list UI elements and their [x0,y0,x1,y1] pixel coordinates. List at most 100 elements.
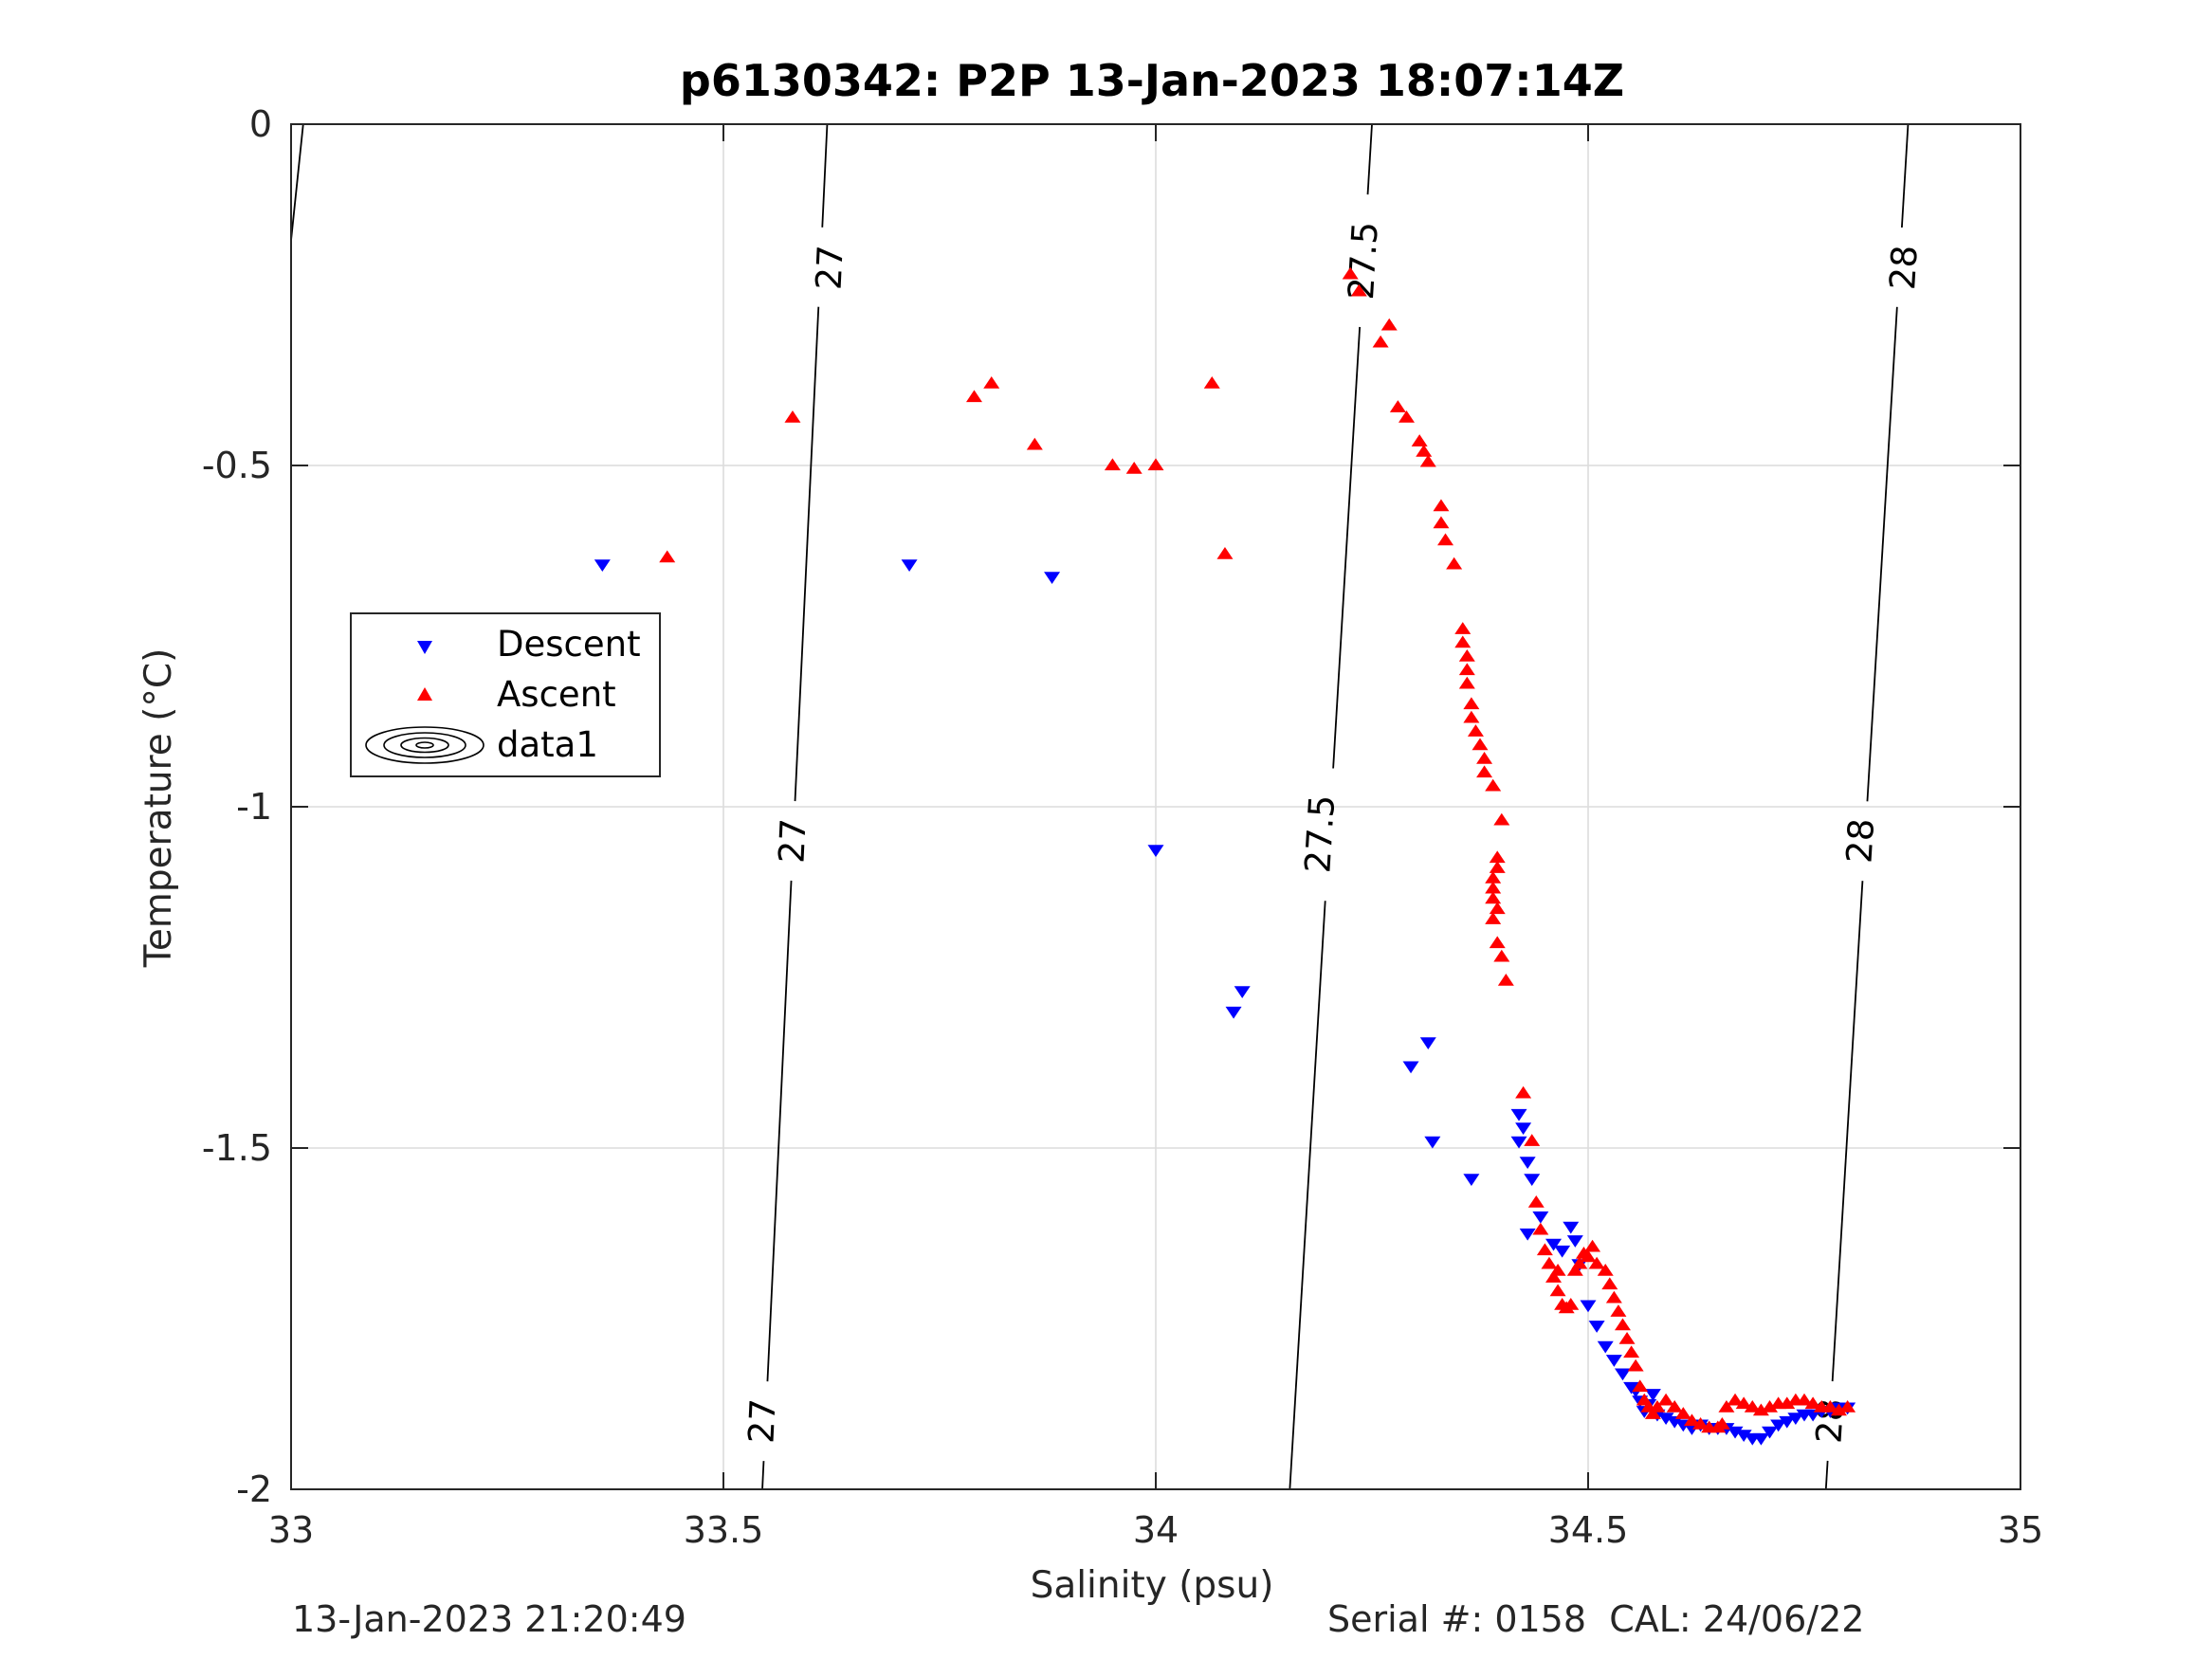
ascent-point [1372,335,1389,348]
ascent-point [1830,1403,1847,1416]
ascent-point [1493,812,1510,826]
ascent-point [1713,1416,1730,1430]
ascent-point [1536,1243,1553,1256]
ascent-point [1350,283,1367,297]
ascent-point [1454,635,1472,648]
descent-point [1735,1430,1752,1443]
isopycnal-line [1900,123,1910,228]
y-tick-label: -0.5 [202,445,272,486]
data-series [594,266,1856,1446]
ascent-point [1796,1393,1813,1406]
isopycnal-label: 27 [771,817,814,864]
legend-box [350,612,661,777]
isopycnal-label: 28 [1838,817,1882,865]
ascent-point [1541,1256,1558,1269]
legend-data1-label: data1 [497,724,598,765]
axis-ticks: 33 33.5 34 34.5 35 0 -0.5 -1 -1.5 -2 [202,103,2043,1551]
ascent-point [1779,1396,1796,1410]
ascent-point [1485,881,1502,894]
ascent-point [1458,663,1475,676]
isopycnal-line [1289,901,1326,1490]
descent-point [1510,1108,1527,1121]
ascent-point [1463,710,1480,723]
ascent-point [1419,454,1436,467]
ascent-point [1735,1396,1752,1410]
ascent-point [1744,1399,1761,1413]
ascent-point [1342,266,1359,280]
footer-serial-cal: Serial #: 0158 CAL: 24/06/22 [1327,1598,1865,1640]
descent-point [1545,1238,1563,1251]
ascent-point [1571,1256,1588,1269]
ascent-point [1821,1399,1838,1413]
isopycnal-line [766,880,793,1382]
legend-ascent-label: Ascent [497,674,616,715]
x-tick-label: 34.5 [1548,1509,1629,1551]
ascent-point [1203,375,1220,389]
ascent-point [1563,1297,1580,1310]
descent-point [1515,1122,1532,1136]
ascent-point [1627,1358,1644,1372]
ascent-point [1433,516,1450,529]
ascent-point [1610,1304,1627,1317]
ascent-point [1727,1393,1744,1406]
isopycnal-line [1866,306,1898,802]
descent-point [1510,1136,1527,1149]
legend: Descent Ascent data1 [350,612,661,777]
ascent-point [1588,1256,1605,1269]
ascent-point [965,390,982,403]
ascent-point [1467,724,1484,737]
ascent-point [1549,1284,1566,1297]
y-tick-label: -1 [236,786,272,828]
descent-point [1580,1300,1597,1313]
isopycnal-line [821,123,829,228]
ascent-point [1549,1263,1566,1276]
ascent-point [1644,1407,1661,1419]
ascent-point [1104,458,1121,471]
descent-point [901,559,918,573]
ascent-point [1683,1413,1700,1427]
ascent-point [1485,778,1502,792]
ascent-point [1575,1246,1592,1259]
descent-point [1605,1355,1622,1367]
ascent-point [1532,1222,1549,1235]
descent-point [1419,1037,1436,1050]
legend-descent-marker [417,641,432,654]
ascent-point [1497,973,1514,986]
ascent-point [1527,1194,1545,1208]
isopycnal-line [1831,881,1864,1382]
ascent-point [1489,861,1506,873]
ascent-point [1674,1407,1691,1419]
x-tick-label: 35 [1998,1509,2043,1551]
ascent-point [1692,1416,1709,1430]
ascent-point [1125,461,1143,474]
legend-ascent-marker [417,687,432,701]
ascent-point [1216,546,1234,559]
ascent-point [1545,1270,1563,1283]
descent-point [1554,1245,1571,1258]
ascent-point [983,375,1000,389]
y-axis-label: Temperature (°C) [137,648,180,969]
y-tick-label: 0 [249,103,272,145]
ascent-point [1472,738,1489,751]
ascent-point [1489,936,1506,949]
ascent-point [1398,410,1415,423]
descent-point [1787,1413,1804,1426]
ascent-point [1524,1134,1541,1146]
ascent-point [1433,499,1450,512]
descent-point [1563,1221,1580,1234]
ascent-point [1485,870,1502,884]
ascent-point [1493,949,1510,962]
descent-point [1524,1174,1541,1187]
y-tick-label: -2 [236,1468,272,1510]
descent-point [594,559,611,573]
isopycnal-label: 27 [740,1397,783,1444]
descent-point [1752,1432,1769,1446]
ascent-point [1485,891,1502,904]
ascent-point [1458,648,1475,662]
descent-point [1044,572,1061,585]
isopycnal-line [1366,123,1373,195]
descent-point [1597,1340,1614,1354]
ascent-point [1416,444,1433,457]
